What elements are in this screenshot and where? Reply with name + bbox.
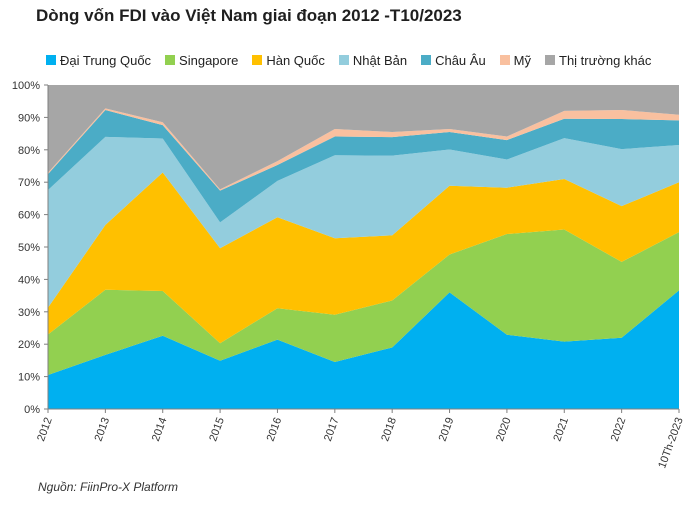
x-tick-label: 2012: [35, 416, 55, 443]
legend-label: Hàn Quốc: [266, 52, 325, 68]
area-my: [48, 108, 679, 191]
y-tick-label: 30%: [18, 307, 40, 319]
x-tick-label: 2016: [265, 416, 285, 443]
y-tick-label: 90%: [18, 112, 40, 124]
chart-title: Dòng vốn FDI vào Việt Nam giai đoạn 2012…: [36, 6, 462, 25]
x-tick-label: 2017: [322, 416, 342, 443]
legend-label: Châu Âu: [435, 52, 486, 68]
legend-label: Singapore: [179, 52, 239, 68]
area-dai-trung-quoc: [48, 290, 679, 409]
legend-label: Đại Trung Quốc: [60, 52, 152, 68]
y-tick-label: 10%: [18, 372, 40, 384]
area-thi-truong-khac: [48, 85, 679, 190]
legend-swatch: [252, 55, 263, 65]
legend-item-singapore: Singapore: [165, 53, 238, 68]
legend-item-han-quoc: Hàn Quốc: [252, 53, 325, 68]
area-nhat-ban: [48, 136, 679, 308]
legend-label: Nhật Bản: [352, 52, 408, 68]
x-tick-label: 2019: [437, 416, 457, 443]
legend-swatch: [165, 55, 176, 65]
legend-swatch: [421, 55, 432, 65]
area-chau-au: [48, 109, 679, 223]
x-tick-label: 2020: [494, 416, 514, 443]
area-han-quoc: [48, 172, 679, 344]
y-tick-label: 50%: [18, 242, 40, 254]
y-tick-label: 60%: [18, 210, 40, 222]
legend-label: Thị trường khác: [559, 52, 652, 68]
legend-item-nhat-ban: Nhật Bản: [338, 52, 408, 68]
y-tick-label: 80%: [18, 145, 40, 157]
legend-item-dai-trung-quoc: Đại Trung Quốc: [46, 53, 151, 68]
x-tick-label: 2022: [609, 416, 629, 443]
legend-swatch: [545, 55, 556, 65]
x-tick-label: 2013: [93, 416, 113, 443]
legend-item-thi-truong-khac: Thị trường khác: [545, 53, 651, 68]
y-tick-label: 100%: [12, 80, 40, 92]
x-tick-label: 10Th-2023: [656, 416, 685, 470]
legend-swatch: [338, 55, 349, 65]
legend-item-my: Mỹ: [499, 52, 532, 68]
chart-legend: Đại Trung Quốc Singapore Hàn Quốc Nhật Bản C…: [46, 50, 665, 70]
source-note: Nguồn: FiinPro-X Platform: [38, 480, 179, 494]
x-tick-label: 2018: [379, 416, 399, 443]
y-tick-label: 40%: [18, 274, 40, 286]
legend-swatch: [46, 55, 56, 65]
y-tick-label: 0%: [24, 404, 40, 416]
area-singapore: [48, 229, 679, 375]
legend-item-chau-au: Châu Âu: [421, 53, 486, 68]
x-tick-label: 2015: [207, 416, 227, 443]
legend-label: Mỹ: [513, 52, 532, 68]
area-series-group: [48, 85, 679, 409]
legend-swatch: [499, 55, 510, 65]
x-tick-label: 2021: [551, 416, 571, 443]
y-tick-label: 70%: [18, 177, 40, 189]
y-tick-label: 20%: [18, 339, 40, 351]
x-tick-label: 2014: [150, 416, 170, 443]
